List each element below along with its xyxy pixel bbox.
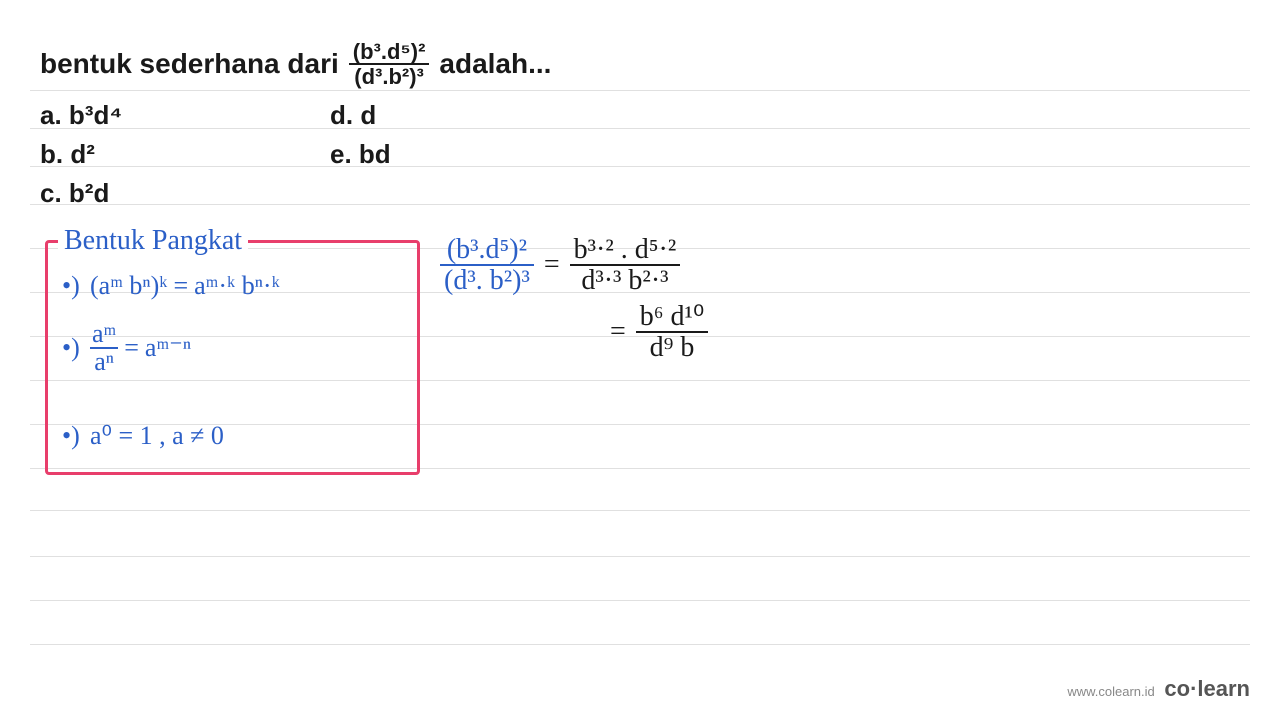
- equals: =: [610, 316, 626, 348]
- equals: =: [124, 333, 139, 363]
- step1-lhs: (b³.d⁵)² (d³. b²)³: [440, 235, 534, 296]
- equals: =: [173, 271, 188, 301]
- watermark-brand: co·learn: [1164, 676, 1250, 701]
- bullet-icon: •): [62, 333, 84, 363]
- rules-box-title: Bentuk Pangkat: [58, 225, 248, 257]
- step1-den: (d³. b²)³: [440, 266, 534, 295]
- option-e: e. bd: [330, 139, 530, 170]
- question-text: bentuk sederhana dari (b³.d⁵)² (d³.b²)³ …: [40, 40, 551, 88]
- step1-num: (b³.d⁵)²: [443, 235, 531, 264]
- question-frac-den: (d³.b²)³: [350, 65, 428, 88]
- step3-num: b⁶ d¹⁰: [636, 302, 708, 331]
- rule2-num: aᵐ: [90, 321, 118, 347]
- step2-num: b³·² . d⁵·²: [570, 235, 681, 264]
- options-block: a. b³d⁴ d. d b. d² e. bd c. b²d: [40, 100, 530, 217]
- rule2-fraction: aᵐ aⁿ: [90, 321, 118, 375]
- question-frac-num: (b³.d⁵)²: [349, 40, 430, 65]
- rule1-rhs: aᵐ·ᵏ bⁿ·ᵏ: [194, 271, 280, 301]
- question-fraction: (b³.d⁵)² (d³.b²)³: [349, 40, 430, 88]
- rule-2: •) aᵐ aⁿ = aᵐ⁻ⁿ: [62, 321, 191, 375]
- worked-solution: (b³.d⁵)² (d³. b²)³ = b³·² . d⁵·² d³·³ b²…: [440, 235, 708, 369]
- rule-1: •) (aᵐ bⁿ)ᵏ = aᵐ·ᵏ bⁿ·ᵏ: [62, 271, 280, 301]
- rule-3: •) a⁰ = 1 , a ≠ 0: [62, 421, 224, 451]
- option-a: a. b³d⁴: [40, 100, 330, 131]
- rule2-rhs: aᵐ⁻ⁿ: [145, 333, 191, 363]
- work-step-2: = b⁶ d¹⁰ d⁹ b: [610, 302, 708, 363]
- work-step-1: (b³.d⁵)² (d³. b²)³ = b³·² . d⁵·² d³·³ b²…: [440, 235, 708, 296]
- watermark-url: www.colearn.id: [1067, 684, 1154, 699]
- option-b: b. d²: [40, 139, 330, 170]
- watermark: www.colearn.id co·learn: [1067, 676, 1250, 702]
- question-prefix: bentuk sederhana dari: [40, 48, 339, 80]
- option-d: d. d: [330, 100, 530, 131]
- option-c: c. b²d: [40, 178, 330, 209]
- step3-frac: b⁶ d¹⁰ d⁹ b: [636, 302, 708, 363]
- equals: =: [544, 249, 560, 281]
- step1-rhs: b³·² . d⁵·² d³·³ b²·³: [570, 235, 681, 296]
- bullet-icon: •): [62, 271, 84, 301]
- rules-box: Bentuk Pangkat •) (aᵐ bⁿ)ᵏ = aᵐ·ᵏ bⁿ·ᵏ •…: [45, 240, 420, 475]
- question-suffix: adalah...: [439, 48, 551, 80]
- rule1-lhs: (aᵐ bⁿ)ᵏ: [90, 271, 167, 301]
- bullet-icon: •): [62, 421, 84, 451]
- step2-den: d³·³ b²·³: [577, 266, 672, 295]
- rule3-text: a⁰ = 1 , a ≠ 0: [90, 421, 224, 451]
- step3-den: d⁹ b: [646, 333, 699, 362]
- rule2-den: aⁿ: [92, 349, 116, 375]
